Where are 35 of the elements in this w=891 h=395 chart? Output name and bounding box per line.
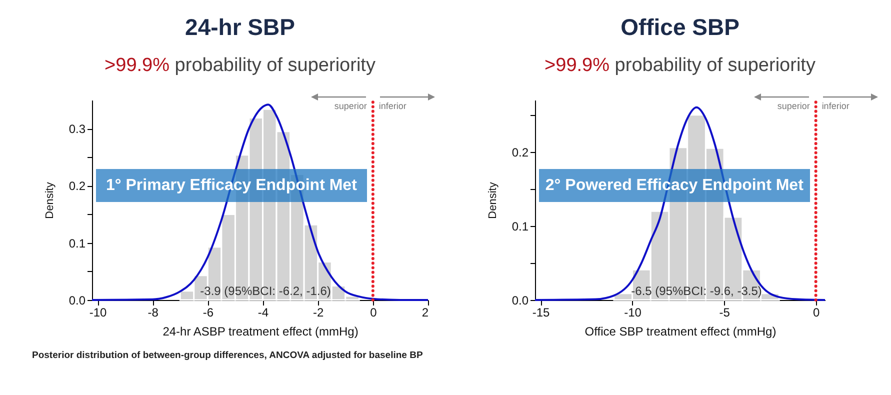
chart-title: Office SBP bbox=[620, 14, 740, 41]
y-tick-label: 0.0 bbox=[512, 294, 529, 308]
annotation: inferior bbox=[378, 101, 406, 111]
y-tick-label: 0.1 bbox=[68, 236, 86, 250]
x-tick-label: 0 bbox=[370, 306, 378, 320]
annotation: 2° Powered Efficacy Endpoint Met bbox=[539, 169, 810, 202]
y-tick-label: 0.2 bbox=[68, 179, 86, 194]
x-tick-label: -10 bbox=[89, 306, 108, 320]
x-tick-label: -15 bbox=[532, 306, 550, 320]
y-axis-title: Density bbox=[486, 182, 499, 219]
chart-title: 24-hr SBP bbox=[184, 14, 296, 41]
x-axis-title: 24-hr ASBP treatment effect (mmHg) bbox=[162, 324, 358, 338]
annotation: superior bbox=[777, 101, 810, 111]
x-tick-label: -8 bbox=[148, 306, 159, 320]
annotation: superior bbox=[334, 101, 367, 111]
chart-subtitle: >99.9% probability of superiority bbox=[544, 55, 816, 77]
x-tick-label: -5 bbox=[719, 306, 730, 320]
x-tick-label: 0 bbox=[812, 306, 820, 320]
text: Posterior distribution of between-group differences, ANCOVA adjusted for baseline BP bbox=[32, 350, 423, 361]
y-tick-label: 0.0 bbox=[68, 294, 86, 308]
x-axis-title: Office SBP treatment effect (mmHg) bbox=[584, 324, 776, 338]
y-tick-label: 0.1 bbox=[512, 219, 529, 234]
x-tick-label: -10 bbox=[624, 306, 642, 320]
annotation: -3.9 (95%BCI: -6.2, -1.6) bbox=[200, 284, 331, 298]
x-tick-label: -6 bbox=[202, 306, 214, 320]
y-tick-label: 0.3 bbox=[68, 122, 86, 136]
x-tick-label: 2 bbox=[422, 306, 429, 320]
annotation: 1° Primary Efficacy Endpoint Met bbox=[96, 169, 367, 202]
annotation: inferior bbox=[822, 101, 850, 111]
x-tick-label: -4 bbox=[258, 306, 269, 320]
annotation: -6.5 (95%BCI: -9.6, -3.5) bbox=[631, 284, 762, 298]
chart-subtitle: >99.9% probability of superiority bbox=[104, 55, 376, 77]
y-axis-title: Density bbox=[44, 182, 56, 219]
y-tick-label: 0.2 bbox=[512, 145, 529, 160]
x-tick-label: -2 bbox=[313, 306, 324, 320]
